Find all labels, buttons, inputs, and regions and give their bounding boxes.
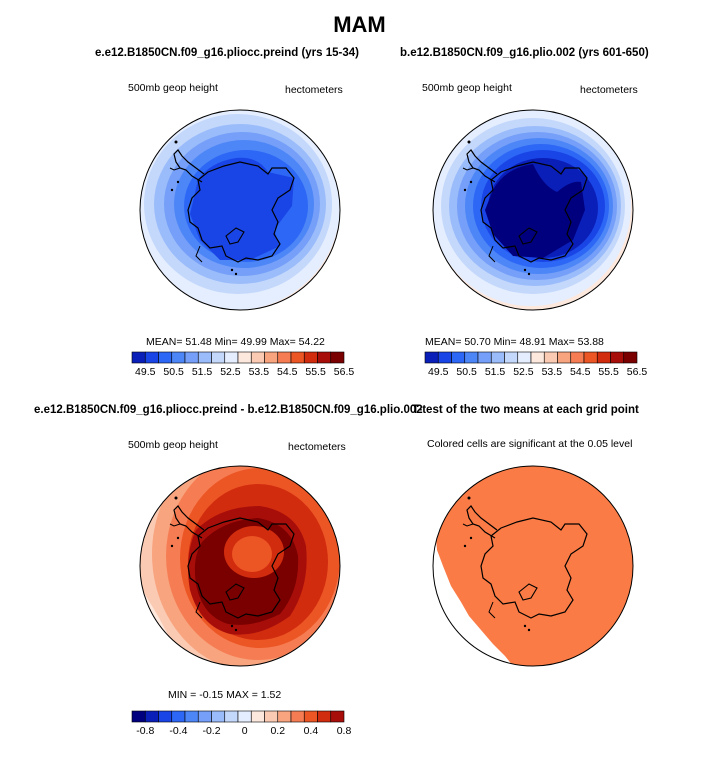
colorbar-swatch	[543, 351, 558, 364]
colorbar-tick-label: 50.5	[163, 366, 184, 378]
colorbar-tick-label: 53.5	[249, 366, 270, 378]
panel1-title: e.e12.B1850CN.f09_g16.pliocc.preind (yrs…	[95, 47, 359, 59]
colorbar-swatch	[517, 351, 532, 364]
colorbar-tick-label: 51.5	[485, 366, 506, 378]
colorbar-swatch	[557, 351, 572, 364]
colorbar-swatch	[171, 710, 186, 723]
colorbar-swatch	[197, 710, 212, 723]
colorbar-swatch	[504, 351, 519, 364]
colorbar-swatch	[264, 351, 279, 364]
colorbar-swatch	[224, 710, 239, 723]
panel2-map	[432, 109, 634, 311]
colorbar-swatch	[264, 710, 279, 723]
colorbar-swatch	[583, 351, 598, 364]
panel4-map	[432, 465, 634, 667]
colorbar-swatch	[131, 351, 146, 364]
colorbar-tick-label: 50.5	[456, 366, 477, 378]
colorbar-swatch	[317, 710, 332, 723]
colorbar-swatch	[451, 351, 466, 364]
colorbar-tick-label: 0.8	[337, 725, 352, 737]
colorbar-swatch	[477, 351, 492, 364]
colorbar-swatch	[290, 351, 305, 364]
panel3-units-label: hectometers	[288, 441, 346, 453]
colorbar-swatch	[158, 710, 173, 723]
panel2-colorbar: 49.5 50.5 51.5 52.5 53.5 54.5 55.5 56.5	[424, 351, 647, 378]
colorbar-tick-label: 0.4	[304, 725, 319, 737]
colorbar-swatch	[237, 710, 252, 723]
panel3-colorbar: -0.8 -0.4 -0.2 0 0.2 0.4 0.8	[131, 710, 352, 737]
colorbar-tick-label: 51.5	[192, 366, 213, 378]
colorbar-swatch	[211, 351, 226, 364]
colorbar-tick-label: 0.2	[270, 725, 285, 737]
colorbar-swatch	[224, 351, 239, 364]
panel1-units-label: hectometers	[285, 84, 343, 96]
colorbar-swatch	[303, 351, 318, 364]
colorbar-tick-label: 52.5	[220, 366, 241, 378]
main-title: MAM	[333, 12, 386, 37]
panel1-stats: MEAN= 51.48 Min= 49.99 Max= 54.22	[146, 336, 325, 348]
colorbar-swatch	[184, 710, 199, 723]
colorbar-swatch	[570, 351, 585, 364]
colorbar-swatch	[596, 351, 611, 364]
colorbar-tick-label: -0.8	[136, 725, 154, 737]
colorbar-swatch	[277, 351, 292, 364]
colorbar-swatch	[290, 710, 305, 723]
colorbar-swatch	[250, 710, 265, 723]
colorbar-swatch	[277, 710, 292, 723]
colorbar-swatch	[303, 710, 318, 723]
colorbar-swatch	[144, 710, 159, 723]
colorbar-swatch	[158, 351, 173, 364]
colorbar-swatch	[237, 351, 252, 364]
colorbar-tick-label: 55.5	[305, 366, 326, 378]
colorbar-swatch	[184, 351, 199, 364]
panel3-variable-label: 500mb geop height	[128, 439, 218, 451]
colorbar-swatch	[623, 351, 638, 364]
colorbar-swatch	[330, 710, 345, 723]
colorbar-tick-label: 53.5	[542, 366, 563, 378]
panel1-colorbar: 49.5 50.5 51.5 52.5 53.5 54.5 55.5 56.5	[131, 351, 354, 378]
panel2-title: b.e12.B1850CN.f09_g16.plio.002 (yrs 601-…	[400, 47, 649, 59]
colorbar-swatch	[171, 351, 186, 364]
panel2-stats: MEAN= 50.70 Min= 48.91 Max= 53.88	[425, 336, 604, 348]
colorbar-swatch	[317, 351, 332, 364]
colorbar-tick-label: 55.5	[598, 366, 619, 378]
colorbar-tick-label: 54.5	[570, 366, 591, 378]
colorbar-tick-label: 56.5	[627, 366, 648, 378]
colorbar-tick-label: 54.5	[277, 366, 298, 378]
colorbar-swatch	[530, 351, 545, 364]
colorbar-tick-label: 0	[242, 725, 248, 737]
colorbar-swatch	[131, 710, 146, 723]
panel3-title: e.e12.B1850CN.f09_g16.pliocc.preind - b.…	[34, 404, 423, 416]
panel4-title: T-test of the two means at each grid poi…	[412, 404, 639, 416]
colorbar-swatch	[197, 351, 212, 364]
panel2-units-label: hectometers	[580, 84, 638, 96]
colorbar-tick-label: 49.5	[135, 366, 156, 378]
colorbar-swatch	[437, 351, 452, 364]
colorbar-swatch	[144, 351, 159, 364]
panel3-stats: MIN = -0.15 MAX = 1.52	[168, 689, 282, 701]
colorbar-swatch	[490, 351, 505, 364]
panel1-variable-label: 500mb geop height	[128, 82, 218, 94]
panel3-map	[139, 465, 341, 667]
colorbar-tick-label: 56.5	[334, 366, 355, 378]
colorbar-tick-label: 49.5	[428, 366, 449, 378]
colorbar-tick-label: -0.4	[169, 725, 187, 737]
colorbar-tick-label: 52.5	[513, 366, 534, 378]
colorbar-swatch	[424, 351, 439, 364]
colorbar-swatch	[250, 351, 265, 364]
panel4-subtitle: Colored cells are significant at the 0.0…	[427, 438, 633, 450]
colorbar-swatch	[610, 351, 625, 364]
colorbar-swatch	[464, 351, 479, 364]
colorbar-swatch	[330, 351, 345, 364]
colorbar-tick-label: -0.2	[202, 725, 220, 737]
colorbar-swatch	[211, 710, 226, 723]
panel2-variable-label: 500mb geop height	[422, 82, 512, 94]
panel1-map	[139, 109, 341, 311]
